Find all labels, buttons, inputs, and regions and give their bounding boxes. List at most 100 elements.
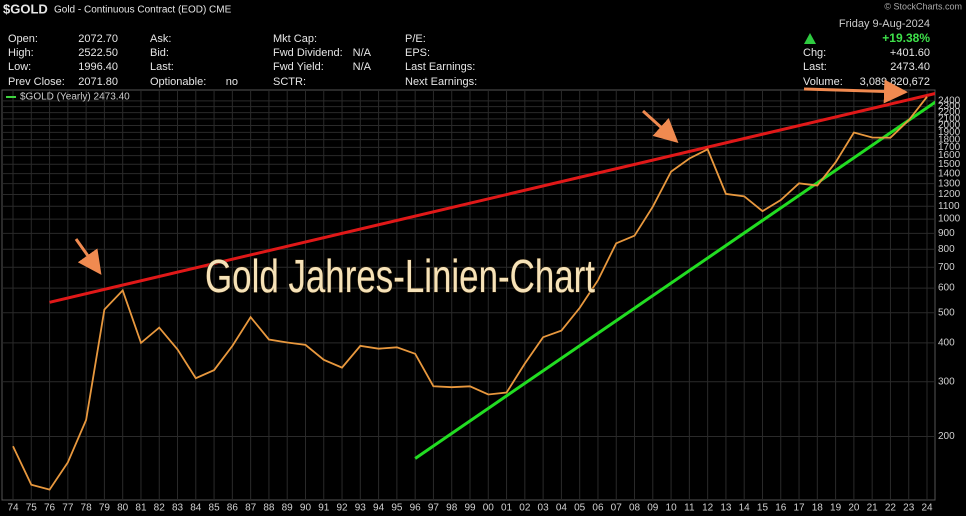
arrow bbox=[74, 238, 102, 275]
y-tick-label: 2300 bbox=[938, 101, 961, 112]
x-tick-label: 80 bbox=[117, 503, 129, 514]
x-tick-label: 83 bbox=[172, 503, 184, 514]
x-tick-label: 91 bbox=[318, 503, 330, 514]
field-value: 2522.50 bbox=[78, 47, 118, 59]
y-tick-label: 1300 bbox=[938, 178, 961, 189]
x-tick-label: 78 bbox=[81, 503, 93, 514]
field-value: 2071.80 bbox=[78, 76, 118, 88]
x-tick-label: 94 bbox=[373, 503, 385, 514]
change-pct: +19.38% bbox=[882, 31, 930, 45]
x-tick-label: 22 bbox=[885, 503, 897, 514]
field-value: no bbox=[226, 76, 238, 88]
x-tick-label: 99 bbox=[464, 503, 476, 514]
x-tick-label: 11 bbox=[684, 503, 695, 514]
x-tick-label: 19 bbox=[830, 503, 842, 514]
field-value: N/A bbox=[353, 61, 372, 73]
y-tick-label: 1400 bbox=[938, 168, 961, 179]
y-tick-label: 1200 bbox=[938, 189, 961, 200]
field-label: Prev Close: bbox=[8, 76, 65, 88]
x-tick-label: 20 bbox=[848, 503, 860, 514]
y-tick-label: 1100 bbox=[938, 201, 960, 212]
x-tick-label: 16 bbox=[775, 503, 787, 514]
y-tick-label: 600 bbox=[938, 283, 955, 294]
arrow bbox=[641, 109, 679, 144]
x-tick-label: 05 bbox=[574, 503, 586, 514]
x-tick-label: 89 bbox=[282, 503, 294, 514]
field-label: Fwd Yield: bbox=[273, 61, 324, 73]
x-tick-label: 92 bbox=[336, 503, 348, 514]
field-label: Optionable: bbox=[150, 76, 206, 88]
y-tick-label: 1900 bbox=[938, 127, 961, 138]
x-tick-label: 77 bbox=[62, 503, 74, 514]
plot-frame bbox=[1, 89, 936, 501]
x-tick-label: 02 bbox=[519, 503, 531, 514]
annotation: Gold Jahres-Linien-Chart bbox=[205, 250, 595, 302]
x-tick-label: 10 bbox=[666, 503, 678, 514]
field-label: Volume: bbox=[803, 76, 843, 88]
watermark: © StockCharts.com bbox=[884, 1, 962, 11]
x-tick-label: 12 bbox=[702, 503, 714, 514]
field-label: SCTR: bbox=[273, 76, 306, 88]
y-tick-label: 2400 bbox=[938, 95, 961, 106]
field-label: Last Earnings: bbox=[405, 61, 475, 73]
x-tick-label: 97 bbox=[428, 503, 440, 514]
x-tick-label: 74 bbox=[7, 503, 19, 514]
x-tick-label: 07 bbox=[611, 503, 623, 514]
x-tick-label: 23 bbox=[903, 503, 915, 514]
y-tick-label: 400 bbox=[938, 338, 955, 349]
field-label: Next Earnings: bbox=[405, 76, 477, 88]
field-value: 2473.40 bbox=[890, 61, 930, 73]
field-label: P/E: bbox=[405, 33, 426, 45]
y-tick-label: 700 bbox=[938, 262, 955, 273]
trendline bbox=[49, 92, 935, 304]
x-tick-label: 90 bbox=[300, 503, 312, 514]
x-tick-label: 03 bbox=[538, 503, 550, 514]
field-value: N/A bbox=[353, 47, 372, 59]
y-tick-label: 800 bbox=[938, 244, 955, 255]
x-tick-label: 79 bbox=[99, 503, 111, 514]
symbol: $GOLD bbox=[3, 1, 48, 16]
x-tick-label: 84 bbox=[190, 503, 202, 514]
field-value: 1996.40 bbox=[78, 61, 118, 73]
field-label: Chg: bbox=[803, 47, 826, 59]
x-tick-label: 17 bbox=[793, 503, 805, 514]
field-label: Fwd Dividend: bbox=[273, 47, 343, 59]
field-value: 2072.70 bbox=[78, 33, 118, 45]
field-label: Mkt Cap: bbox=[273, 33, 317, 45]
x-tick-label: 13 bbox=[720, 503, 732, 514]
field-label: Open: bbox=[8, 33, 38, 45]
y-tick-label: 1700 bbox=[938, 142, 961, 153]
field-label: EPS: bbox=[405, 47, 430, 59]
x-tick-label: 01 bbox=[501, 503, 513, 514]
x-tick-label: 24 bbox=[921, 503, 933, 514]
x-tick-label: 87 bbox=[245, 503, 257, 514]
x-tick-label: 09 bbox=[647, 503, 659, 514]
y-tick-label: 1800 bbox=[938, 134, 961, 145]
x-tick-label: 08 bbox=[629, 503, 641, 514]
field-label: Last: bbox=[150, 61, 174, 73]
y-tick-label: 2100 bbox=[938, 113, 961, 124]
x-tick-label: 85 bbox=[209, 503, 221, 514]
x-tick-label: 82 bbox=[154, 503, 166, 514]
y-tick-label: 1600 bbox=[938, 150, 961, 161]
field-value: 3,089,820,672 bbox=[860, 76, 930, 88]
x-tick-label: 76 bbox=[44, 503, 56, 514]
field-label: Low: bbox=[8, 61, 31, 73]
trendline bbox=[414, 100, 935, 460]
x-tick-label: 18 bbox=[812, 503, 824, 514]
x-tick-label: 75 bbox=[26, 503, 38, 514]
y-tick-label: 1500 bbox=[938, 159, 961, 170]
y-tick-label: 2200 bbox=[938, 107, 961, 118]
field-label: Ask: bbox=[150, 33, 171, 45]
y-tick-label: 500 bbox=[938, 307, 955, 318]
x-tick-label: 15 bbox=[757, 503, 769, 514]
subtitle: Gold - Continuous Contract (EOD) CME bbox=[54, 5, 232, 16]
legend-label: $GOLD (Yearly) 2473.40 bbox=[20, 92, 130, 103]
price-line bbox=[12, 96, 928, 491]
x-tick-label: 96 bbox=[410, 503, 422, 514]
arrow bbox=[803, 79, 908, 104]
field-label: Last: bbox=[803, 61, 827, 73]
y-tick-label: 900 bbox=[938, 228, 955, 239]
